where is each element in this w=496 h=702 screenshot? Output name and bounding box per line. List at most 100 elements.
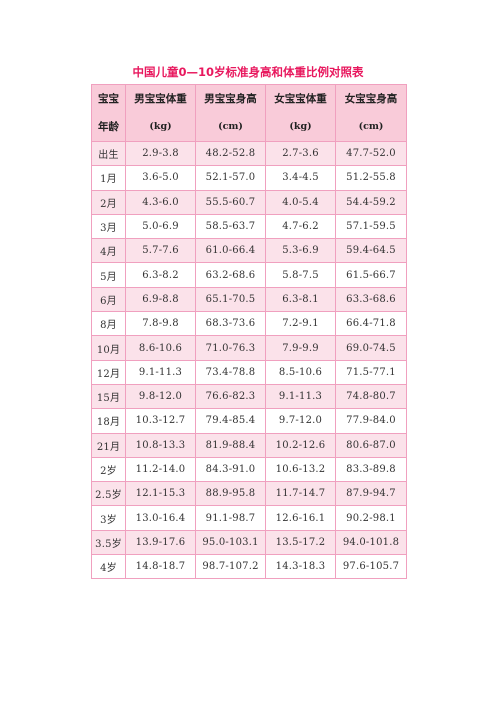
boy-weight-cell: 14.8-18.7	[125, 554, 196, 580]
table-row: 8月 7.8-9.8 68.3-73.6 7.2-9.1 66.4-71.8	[91, 311, 407, 337]
age-cell: 3岁	[91, 505, 126, 531]
boy-weight-cell: 6.3-8.2	[125, 262, 196, 288]
boy-height-cell: 63.2-68.6	[195, 262, 266, 288]
table-row: 12月 9.1-11.3 73.4-78.8 8.5-10.6 71.5-77.1	[91, 359, 407, 385]
age-cell: 15月	[91, 383, 126, 410]
table-row: 21月 10.8-13.3 81.9-88.4 10.2-12.6 80.6-87.0	[91, 432, 407, 458]
boy-height-cell: 95.0-103.1	[195, 529, 266, 556]
age-cell: 4岁	[91, 554, 126, 580]
girl-weight-cell: 10.6-13.2	[265, 456, 336, 483]
boy-weight-cell: 9.8-12.0	[125, 383, 196, 410]
girl-height-cell: 77.9-84.0	[335, 408, 407, 434]
age-cell: 5月	[91, 262, 126, 288]
boy-weight-cell: 13.9-17.6	[125, 529, 196, 556]
boy-height-cell: 88.9-95.8	[195, 481, 266, 507]
boy-weight-cell: 11.2-14.0	[125, 456, 196, 483]
girl-weight-cell: 9.7-12.0	[265, 408, 336, 434]
girl-height-cell: 51.2-55.8	[335, 165, 407, 191]
boy-height-cell: 65.1-70.5	[195, 286, 266, 313]
girl-height-cell: 47.7-52.0	[335, 140, 407, 167]
boy-weight-cell: 12.1-15.3	[125, 481, 196, 507]
boy-height-cell: 73.4-78.8	[195, 359, 266, 385]
girl-height-cell: 66.4-71.8	[335, 311, 407, 337]
table-row: 10月 8.6-10.6 71.0-76.3 7.9-9.9 69.0-74.5	[91, 335, 407, 361]
girl-weight-cell: 12.6-16.1	[265, 505, 336, 531]
table-row: 18月 10.3-12.7 79.4-85.4 9.7-12.0 77.9-84.0	[91, 408, 407, 434]
girl-weight-cell: 2.7-3.6	[265, 140, 336, 167]
table-row: 6月 6.9-8.8 65.1-70.5 6.3-8.1 63.3-68.6	[91, 286, 407, 313]
girl-weight-cell: 10.2-12.6	[265, 432, 336, 458]
girl-weight-cell: 5.8-7.5	[265, 262, 336, 288]
boy-weight-cell: 9.1-11.3	[125, 359, 196, 385]
boy-weight-cell: 10.8-13.3	[125, 432, 196, 458]
boy-height-cell: 79.4-85.4	[195, 408, 266, 434]
boy-height-cell: 61.0-66.4	[195, 238, 266, 264]
boy-height-cell: 71.0-76.3	[195, 335, 266, 361]
age-cell: 12月	[91, 359, 126, 385]
girl-weight-cell: 5.3-6.9	[265, 238, 336, 264]
table-row: 4月 5.7-7.6 61.0-66.4 5.3-6.9 59.4-64.5	[91, 238, 407, 264]
age-cell: 3月	[91, 213, 126, 240]
header-age: 宝宝 年龄	[91, 84, 126, 142]
boy-weight-cell: 7.8-9.8	[125, 311, 196, 337]
age-cell: 8月	[91, 311, 126, 337]
girl-height-cell: 94.0-101.8	[335, 529, 407, 556]
girl-weight-cell: 7.2-9.1	[265, 311, 336, 337]
boy-weight-cell: 10.3-12.7	[125, 408, 196, 434]
boy-height-cell: 68.3-73.6	[195, 311, 266, 337]
table-row: 5月 6.3-8.2 63.2-68.6 5.8-7.5 61.5-66.7	[91, 262, 407, 288]
girl-height-cell: 83.3-89.8	[335, 456, 407, 483]
girl-weight-cell: 14.3-18.3	[265, 554, 336, 580]
age-cell: 4月	[91, 238, 126, 264]
boy-height-cell: 48.2-52.8	[195, 140, 266, 167]
boy-height-cell: 58.5-63.7	[195, 213, 266, 240]
girl-weight-cell: 3.4-4.5	[265, 165, 336, 191]
table-row: 3月 5.0-6.9 58.5-63.7 4.7-6.2 57.1-59.5	[91, 213, 407, 240]
girl-height-cell: 57.1-59.5	[335, 213, 407, 240]
age-cell: 2岁	[91, 456, 126, 483]
header-boy-height: 男宝宝身高 (cm)	[195, 84, 266, 142]
growth-table: 宝宝 年龄 男宝宝体重 (kg) 男宝宝身高 (cm) 女宝宝体重 (kg) 女…	[91, 84, 407, 580]
girl-weight-cell: 8.5-10.6	[265, 359, 336, 385]
table-row: 15月 9.8-12.0 76.6-82.3 9.1-11.3 74.8-80.7	[91, 383, 407, 410]
boy-height-cell: 52.1-57.0	[195, 165, 266, 191]
boy-height-cell: 98.7-107.2	[195, 554, 266, 580]
header-girl-weight: 女宝宝体重 (kg)	[265, 84, 336, 142]
boy-weight-cell: 5.7-7.6	[125, 238, 196, 264]
boy-weight-cell: 4.3-6.0	[125, 189, 196, 215]
age-cell: 2月	[91, 189, 126, 215]
table-row: 4岁 14.8-18.7 98.7-107.2 14.3-18.3 97.6-105.7	[91, 554, 407, 580]
table-row: 2岁 11.2-14.0 84.3-91.0 10.6-13.2 83.3-89.8	[91, 456, 407, 483]
girl-height-cell: 71.5-77.1	[335, 359, 407, 385]
girl-weight-cell: 4.0-5.4	[265, 189, 336, 215]
girl-weight-cell: 4.7-6.2	[265, 213, 336, 240]
age-cell: 6月	[91, 286, 126, 313]
girl-height-cell: 87.9-94.7	[335, 481, 407, 507]
girl-height-cell: 97.6-105.7	[335, 554, 407, 580]
age-cell: 21月	[91, 432, 126, 458]
header-boy-weight: 男宝宝体重 (kg)	[125, 84, 196, 142]
page-title: 中国儿童0—10岁标准身高和体重比例对照表	[132, 65, 364, 79]
boy-weight-cell: 8.6-10.6	[125, 335, 196, 361]
girl-height-cell: 63.3-68.6	[335, 286, 407, 313]
boy-height-cell: 55.5-60.7	[195, 189, 266, 215]
girl-height-cell: 59.4-64.5	[335, 238, 407, 264]
girl-height-cell: 74.8-80.7	[335, 383, 407, 410]
table-row: 2.5岁 12.1-15.3 88.9-95.8 11.7-14.7 87.9-94.7	[91, 481, 407, 507]
table-row: 3.5岁 13.9-17.6 95.0-103.1 13.5-17.2 94.0-101…	[91, 529, 407, 556]
boy-height-cell: 91.1-98.7	[195, 505, 266, 531]
boy-weight-cell: 5.0-6.9	[125, 213, 196, 240]
age-cell: 1月	[91, 165, 126, 191]
boy-height-cell: 84.3-91.0	[195, 456, 266, 483]
age-cell: 2.5岁	[91, 481, 126, 507]
table-row: 出生 2.9-3.8 48.2-52.8 2.7-3.6 47.7-52.0	[91, 140, 407, 167]
age-cell: 出生	[91, 140, 126, 167]
table-header: 宝宝 年龄 男宝宝体重 (kg) 男宝宝身高 (cm) 女宝宝体重 (kg) 女…	[91, 84, 407, 142]
boy-weight-cell: 3.6-5.0	[125, 165, 196, 191]
age-cell: 18月	[91, 408, 126, 434]
boy-height-cell: 76.6-82.3	[195, 383, 266, 410]
girl-weight-cell: 9.1-11.3	[265, 383, 336, 410]
girl-height-cell: 61.5-66.7	[335, 262, 407, 288]
girl-weight-cell: 7.9-9.9	[265, 335, 336, 361]
girl-weight-cell: 6.3-8.1	[265, 286, 336, 313]
